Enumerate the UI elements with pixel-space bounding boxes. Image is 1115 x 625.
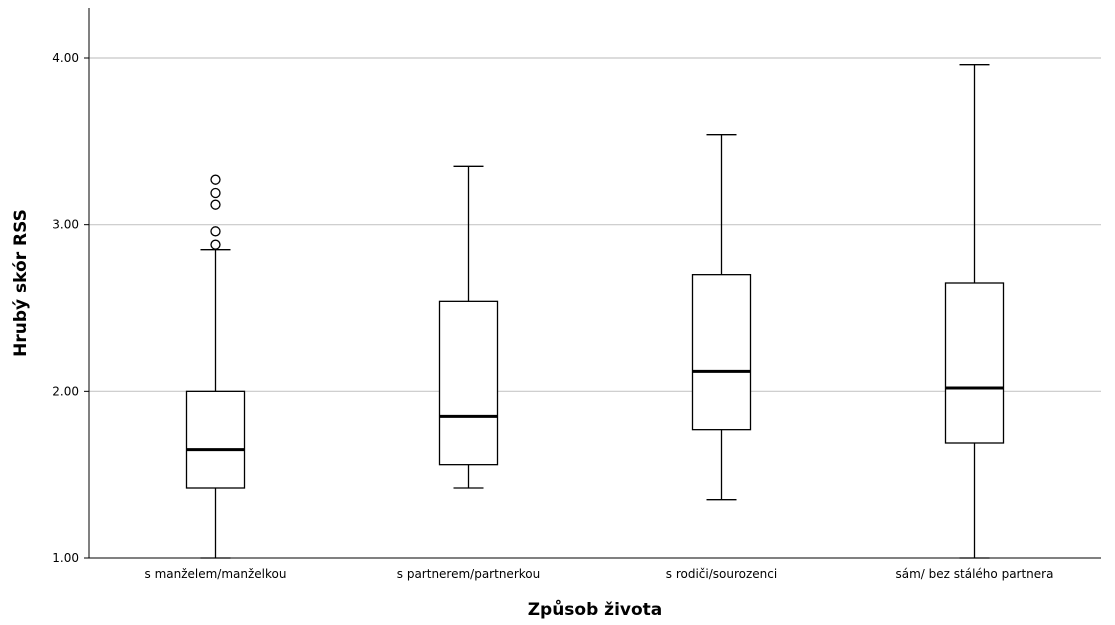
box-group [944,64,1005,559]
x-axis-ticks: s manželem/manželkou s partnerem/partnerk… [145,567,1054,581]
y-axis-title: Hrubý skór RSS [11,209,31,357]
x-tick-label: s manželem/manželkou [145,567,287,581]
gridlines [89,57,1101,392]
y-tick-label: 1.00 [52,551,79,565]
x-axis-title: Způsob života [528,598,663,620]
y-tick-label: 3.00 [52,218,79,232]
box-group [691,134,752,501]
outlier-point [210,239,221,250]
outlier-point [210,174,221,185]
y-tick-label: 4.00 [52,51,79,65]
y-axis-ticks: 1.00 2.00 3.00 4.00 [52,51,89,565]
iqr-box [185,390,246,489]
y-tick-label: 2.00 [52,384,79,398]
outlier-point [210,187,221,199]
iqr-box [438,300,499,466]
box-group [438,165,499,489]
iqr-box [944,282,1005,444]
outlier-point [210,226,221,237]
x-tick-label: sám/ bez stálého partnera [896,567,1054,581]
boxes [185,64,1005,559]
outlier-point [210,199,221,210]
iqr-box [691,274,752,431]
x-tick-label: s rodiči/sourozenci [666,567,777,581]
box-group [185,174,246,559]
x-tick-label: s partnerem/partnerkou [397,567,540,581]
